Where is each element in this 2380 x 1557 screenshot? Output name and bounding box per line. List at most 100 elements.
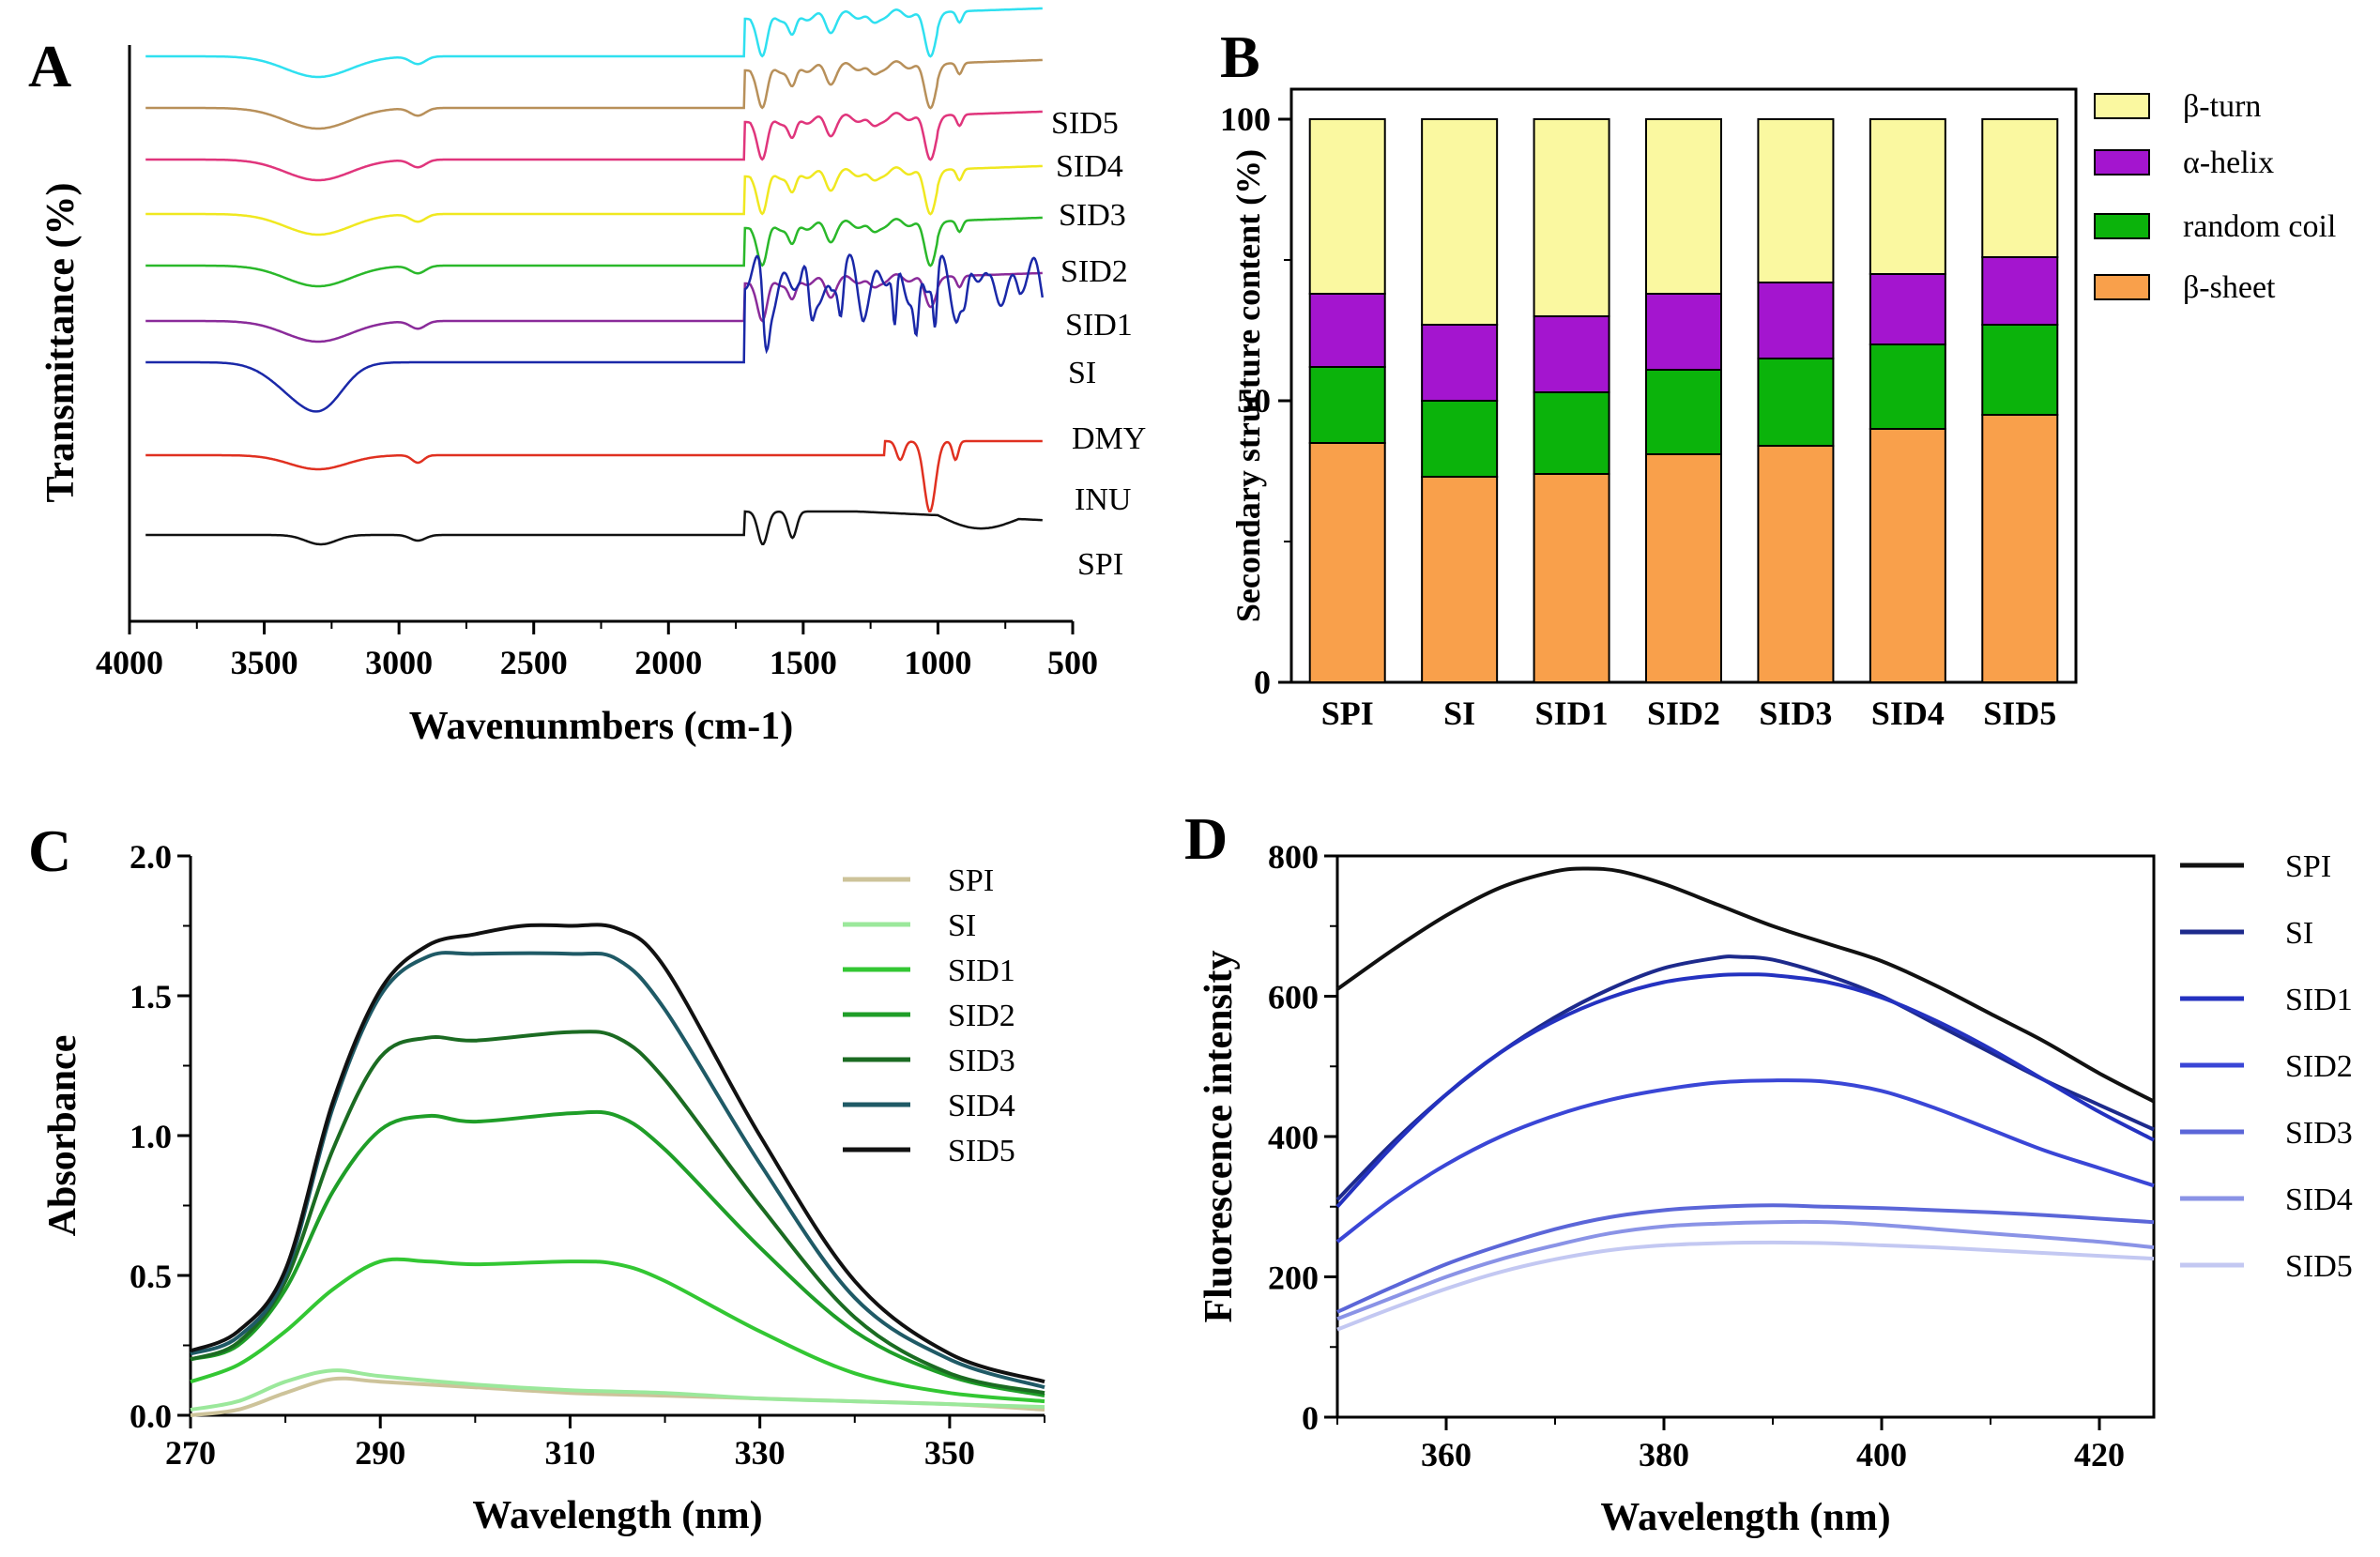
b-bar-sid4-random-coil: [1869, 343, 1946, 430]
b-bar-sid2-turn: [1645, 118, 1722, 295]
d-x-axis-title: Wavelength (nm): [1600, 1496, 1890, 1539]
a-x-tick-label: 1000: [904, 644, 971, 681]
d-legend-label-sid3: SID3: [2285, 1116, 2353, 1151]
c-x-tick-label: 290: [355, 1434, 405, 1472]
b-x-tick-label: SID4: [1871, 695, 1945, 732]
a-series-line-dmy: [145, 253, 1045, 413]
b-y-axis-title: Secondary structure content (%): [1229, 149, 1267, 622]
c-x-tick-label: 330: [735, 1434, 786, 1472]
d-legend-label-si: SI: [2285, 916, 2313, 951]
b-bar-si-random-coil: [1421, 400, 1499, 478]
d-legend-label-sid5: SID5: [2285, 1249, 2353, 1284]
b-bar-sid5-random-coil: [1981, 324, 2059, 416]
c-series-line-spi: [190, 1376, 1045, 1417]
c-y-axis-title: Absorbance: [41, 1035, 84, 1237]
d-y-tick-label: 0: [1302, 1399, 1319, 1437]
b-bar-spi-turn: [1308, 118, 1386, 295]
d-x-tick-label: 420: [2074, 1436, 2125, 1473]
b-legend-label-random-coil: random coil: [2183, 209, 2336, 244]
a-x-tick-label: 1500: [770, 644, 837, 681]
c-x-tick-label: 350: [924, 1434, 975, 1472]
b-legend-label-helix: α-helix: [2183, 145, 2274, 180]
b-bar-si-turn: [1421, 118, 1499, 326]
b-bar-sid4-turn: [1869, 118, 1946, 275]
b-bar-sid3-sheet: [1757, 445, 1835, 683]
b-bar-sid1-helix: [1533, 315, 1610, 393]
d-series-line-spi: [1335, 866, 2155, 1104]
b-bar-sid1-random-coil: [1533, 391, 1610, 475]
c-series-line-sid5: [190, 923, 1045, 1384]
d-series-line-sid4: [1336, 1219, 2155, 1321]
b-bar-si-sheet: [1421, 476, 1499, 683]
c-series-line-sid2: [190, 1109, 1045, 1398]
d-y-tick-label: 200: [1268, 1259, 1319, 1297]
a-series-line-sid5: [145, 7, 1043, 79]
b-x-tick-label: SI: [1443, 695, 1475, 732]
a-x-tick-label: 500: [1047, 644, 1098, 681]
b-bar-spi-helix: [1308, 293, 1386, 368]
a-series-label-sid4: SID4: [1056, 149, 1123, 184]
b-x-tick-label: SID5: [1983, 695, 2056, 732]
c-legend-label-sid5: SID5: [948, 1134, 1015, 1168]
b-legend-label-turn: β-turn: [2183, 89, 2261, 124]
b-legend-swatch-turn: [2094, 93, 2150, 119]
b-bar-sid2-sheet: [1645, 453, 1722, 683]
d-x-tick-label: 380: [1639, 1436, 1689, 1473]
a-series-label-spi: SPI: [1077, 547, 1123, 582]
d-legend-label-sid4: SID4: [2285, 1183, 2353, 1217]
b-bar-sid2-random-coil: [1645, 369, 1722, 455]
a-series-line-sid2: [145, 164, 1043, 237]
a-series-label-sid5: SID5: [1051, 106, 1119, 141]
a-x-tick-label: 3000: [365, 644, 433, 681]
a-x-tick-label: 2000: [634, 644, 702, 681]
b-x-tick-label: SID3: [1759, 695, 1832, 732]
a-series-line-spi: [145, 510, 1043, 546]
b-bar-sid5-turn: [1981, 118, 2059, 258]
a-series-label-dmy: DMY: [1072, 421, 1146, 456]
b-bar-si-helix: [1421, 324, 1499, 402]
c-legend-label-spi: SPI: [948, 863, 994, 898]
a-series-label-sid1: SID1: [1065, 308, 1133, 343]
panel-label-b: B: [1220, 23, 1260, 90]
d-series-line-sid5: [1336, 1240, 2155, 1332]
a-series-label-si: SI: [1068, 356, 1096, 390]
c-y-tick-label: 1.5: [130, 978, 172, 1015]
c-series-line-si: [190, 1368, 1045, 1412]
b-x-tick-label: SPI: [1321, 695, 1374, 732]
d-plot-frame: [1335, 854, 2156, 1419]
a-series-label-sid2: SID2: [1060, 254, 1128, 289]
c-y-tick-label: 0.0: [130, 1397, 172, 1435]
a-x-axis-title: Wavenunmbers (cm-1): [409, 705, 793, 748]
panel-a-ftir: 4000 3500 3000 2500 2000 1500 1000 500 Wavenunmb…: [39, 7, 1146, 748]
panel-label-c: C: [28, 817, 71, 884]
b-y-tick-label: 100: [1220, 100, 1271, 138]
panel-c-uv-absorbance: 270 290 310 330 350 0.0 0.5 1.0 1.5 2.0 Wavelength…: [41, 838, 1045, 1537]
c-legend-label-si: SI: [948, 908, 976, 943]
c-legend-label-sid3: SID3: [948, 1044, 1015, 1078]
d-series-line-si: [1335, 954, 2155, 1201]
c-y-tick-label: 0.5: [130, 1258, 172, 1295]
c-x-tick-label: 270: [165, 1434, 216, 1472]
d-y-tick-label: 400: [1268, 1119, 1319, 1156]
b-bar-sid4-sheet: [1869, 428, 1946, 683]
panel-label-d: D: [1184, 805, 1228, 872]
c-x-axis-title: Wavelength (nm): [472, 1494, 762, 1537]
d-x-tick-label: 360: [1421, 1436, 1472, 1473]
a-series-label-inu: INU: [1075, 482, 1131, 517]
a-series-line-sid4: [145, 58, 1043, 130]
d-y-tick-label: 600: [1268, 979, 1319, 1016]
b-legend-swatch-random-coil: [2094, 213, 2150, 239]
c-y-tick-label: 2.0: [130, 838, 172, 876]
b-bar-sid5-helix: [1981, 256, 2059, 326]
b-y-tick-label: 0: [1254, 664, 1271, 701]
b-legend-swatch-helix: [2094, 149, 2150, 176]
b-bar-sid2-helix: [1645, 293, 1722, 371]
b-bar-sid3-random-coil: [1757, 358, 1835, 447]
d-y-axis-title: Fluorescence intensity: [1198, 951, 1241, 1323]
a-x-tick-label: 3500: [231, 644, 298, 681]
a-x-tick-label: 2500: [500, 644, 568, 681]
c-y-tick-label: 1.0: [130, 1118, 172, 1155]
b-bar-sid1-turn: [1533, 118, 1610, 317]
c-legend-label-sid4: SID4: [948, 1089, 1015, 1123]
